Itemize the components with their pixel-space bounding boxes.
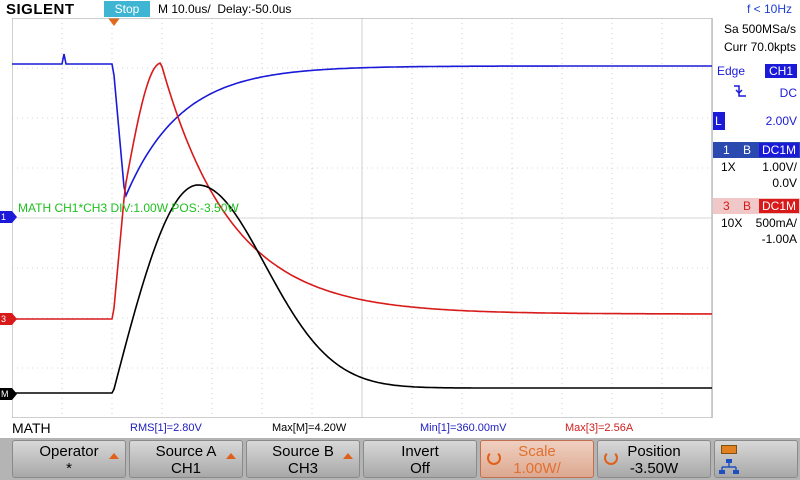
waveform-display[interactable]: [12, 18, 712, 418]
timebase-value: M 10.0us/: [158, 2, 211, 16]
delay-value: Delay:-50.0us: [217, 2, 292, 16]
softkey-label: Source A: [155, 443, 217, 460]
ch1-ground-marker[interactable]: 1: [0, 211, 17, 223]
source-a-softkey[interactable]: Source A CH1: [129, 440, 243, 478]
math-waveform: [12, 184, 712, 394]
ch1-waveform: [12, 53, 712, 199]
utility-softkey[interactable]: [714, 440, 798, 478]
trigger-level-marker: L: [715, 114, 722, 128]
ch1-info[interactable]: 1 B DC1M 1X 1.00V/ 0.0V: [713, 142, 800, 200]
menu-title: MATH: [12, 420, 51, 436]
measurement-max-ch3: Max[3]=2.56A: [565, 422, 634, 434]
brand-logo: SIGLENT: [6, 1, 75, 18]
graticule: [12, 18, 712, 418]
softkey-value: CH1: [170, 460, 201, 477]
grid-lines: [12, 18, 712, 418]
ch3-waveform: [12, 62, 712, 320]
source-b-softkey[interactable]: Source B CH3: [246, 440, 360, 478]
softkey-value: Off: [410, 460, 430, 477]
falling-edge-icon: [733, 84, 747, 98]
math-ground-marker[interactable]: M: [0, 388, 17, 400]
ch3-info[interactable]: 3 B DC1M 10X 500mA/ -1.00A: [713, 198, 800, 254]
ch1-coupling: DC1M: [759, 143, 799, 157]
ch3-bw-flag: B: [743, 199, 752, 213]
network-icon: [719, 459, 739, 480]
ch1-probe: 1X: [721, 160, 736, 174]
trigger-type: Edge: [717, 64, 746, 78]
measurement-min-ch1: Min[1]=360.00mV: [420, 422, 507, 434]
invert-softkey[interactable]: Invert Off: [363, 440, 477, 478]
softkey-label: Scale: [518, 443, 556, 460]
up-arrow-icon: [109, 453, 119, 459]
ch3-ground-marker[interactable]: 3: [0, 313, 17, 325]
trigger-level-tab: [713, 112, 725, 130]
softkey-value: 1.00W/: [513, 460, 561, 477]
sample-rate: Sa 500MSa/s: [723, 22, 796, 36]
status-bar: SIGLENT Stop M 10.0us/ Delay:-50.0us f <…: [0, 0, 800, 18]
trigger-panel[interactable]: Edge CH1 DC L 2.00V: [713, 62, 800, 146]
trigger-level: 2.00V: [765, 114, 797, 128]
up-arrow-icon: [343, 453, 353, 459]
softkey-value: -3.50W: [629, 460, 679, 477]
math-function-label: MATH CH1*CH3 DIV:1.00W POS:-3.50W: [18, 201, 239, 215]
scale-softkey[interactable]: Scale 1.00W/: [480, 440, 594, 478]
softkey-value: CH3: [287, 460, 318, 477]
ch1-number: 1: [723, 143, 730, 157]
softkey-bar: Operator * Source A CH1 Source B CH3 Inv…: [0, 438, 800, 480]
battery-icon: [721, 445, 737, 454]
measurement-max-math: Max[M]=4.20W: [272, 422, 347, 434]
trigger-coupling: DC: [779, 86, 797, 100]
ch3-offset: -1.00A: [761, 232, 797, 246]
ch3-coupling: DC1M: [759, 199, 799, 213]
frequency-counter: f < 10Hz: [746, 2, 792, 16]
operator-softkey[interactable]: Operator *: [12, 440, 126, 478]
measurement-rms-ch1: RMS[1]=2.80V: [130, 422, 202, 434]
ch3-scale: 500mA/: [755, 216, 797, 230]
timebase-readout[interactable]: M 10.0us/ Delay:-50.0us: [158, 2, 291, 16]
ch1-offset: 0.0V: [772, 176, 797, 190]
up-arrow-icon: [226, 453, 236, 459]
softkey-label: Position: [627, 443, 681, 460]
trigger-source: CH1: [765, 64, 797, 78]
ch3-number: 3: [723, 199, 730, 213]
info-panel: Sa 500MSa/s Curr 70.0kpts Edge CH1 DC L …: [712, 18, 800, 418]
softkey-label: Source B: [272, 443, 334, 460]
run-stop-badge[interactable]: Stop: [104, 1, 150, 17]
softkey-value: *: [66, 460, 72, 477]
trigger-position-marker[interactable]: [108, 18, 120, 26]
softkey-label: Operator: [39, 443, 99, 460]
ch3-probe: 10X: [721, 216, 743, 230]
softkey-label: Invert: [401, 443, 439, 460]
position-softkey[interactable]: Position -3.50W: [597, 440, 711, 478]
ch1-bw-flag: B: [743, 143, 752, 157]
measurement-bar: MATH RMS[1]=2.80V Max[M]=4.20W Min[1]=36…: [0, 418, 800, 436]
memory-depth: Curr 70.0kpts: [723, 40, 796, 54]
ch1-scale: 1.00V/: [762, 160, 797, 174]
knob-icon: [487, 451, 501, 465]
knob-icon: [604, 451, 618, 465]
